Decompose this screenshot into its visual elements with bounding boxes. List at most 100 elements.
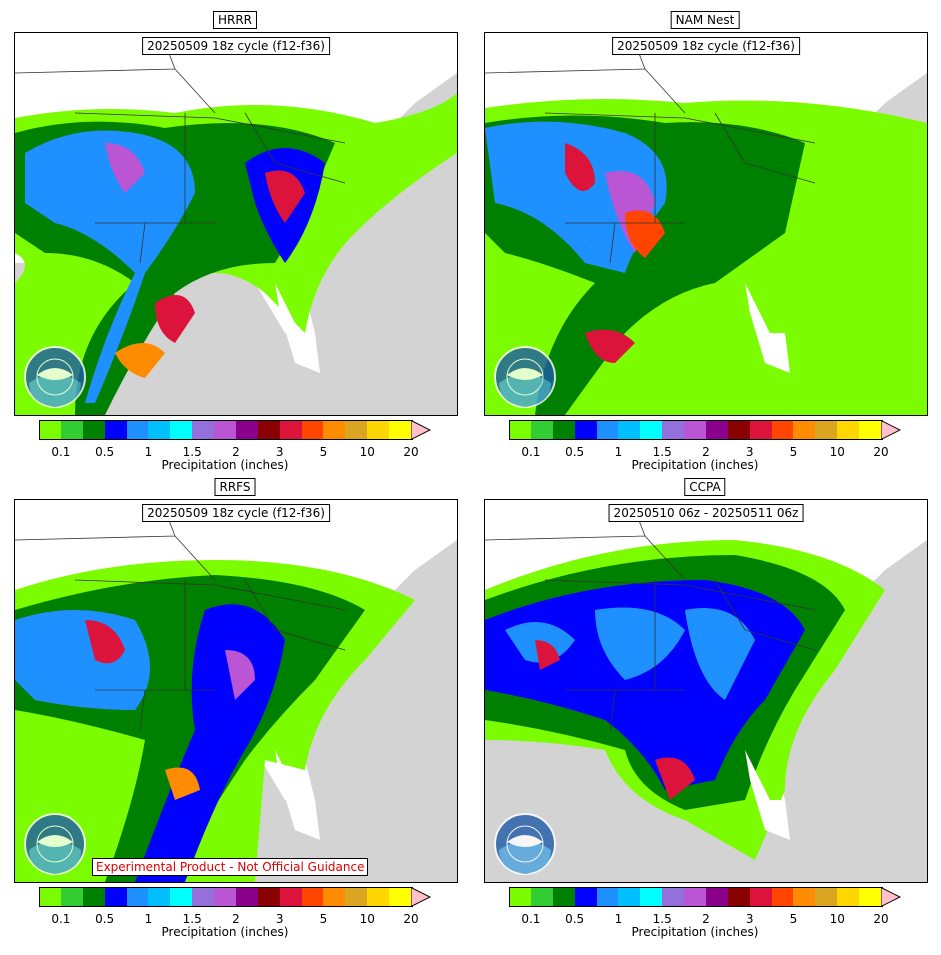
- colorbar-tick-label: 1.5: [652, 912, 672, 926]
- colorbar-segment: [389, 420, 412, 440]
- colorbar-segment: [815, 420, 838, 440]
- colorbar-segment: [618, 420, 641, 440]
- colorbar-segment: [727, 420, 751, 440]
- colorbar-tick-label: 5: [319, 445, 328, 459]
- colorbar-segment: [192, 887, 215, 907]
- colorbar-tick-label: 2: [702, 445, 710, 459]
- colorbar-label: Precipitation (inches): [161, 458, 289, 472]
- map-graphic: [15, 33, 457, 415]
- noaa-logo: [24, 346, 86, 408]
- panel-title: NAM Nest: [670, 11, 740, 29]
- colorbar-segment: [793, 887, 816, 907]
- map-graphic: [485, 500, 927, 882]
- colorbar-segment: [279, 887, 303, 907]
- noaa-logo: [494, 346, 556, 408]
- colorbar-segment: [301, 887, 324, 907]
- colorbar-segment: [596, 887, 619, 907]
- colorbar-segment: [214, 420, 237, 440]
- colorbar-tick-label: 20: [873, 912, 889, 926]
- colorbar-segment: [257, 420, 281, 440]
- colorbar-segment: [662, 887, 685, 907]
- colorbar-segment: [235, 887, 259, 907]
- colorbar-tick-label: 1: [144, 912, 153, 926]
- colorbar-tick-label: 1: [144, 445, 153, 459]
- colorbar-segment: [170, 420, 193, 440]
- colorbar-segment: [192, 420, 215, 440]
- panel-ccpa: CCPA 20250510 06z - 20250511 06z 0.1 0.5 1…: [470, 467, 940, 944]
- colorbar-segment: [793, 420, 816, 440]
- colorbar-tick-label: 3: [745, 912, 754, 926]
- colorbar-label: Precipitation (inches): [631, 925, 759, 939]
- colorbar-segment: [749, 887, 773, 907]
- colorbar-tick-label: 5: [789, 912, 798, 926]
- noaa-logo: [24, 813, 86, 875]
- precip-map: 20250510 06z - 20250511 06z: [484, 499, 928, 883]
- colorbar-segment: [771, 887, 794, 907]
- colorbar-tick-label: 5: [789, 445, 798, 459]
- colorbar-segment: [684, 887, 707, 907]
- colorbar-segment: [126, 887, 149, 907]
- colorbar-segment: [727, 887, 751, 907]
- colorbar-tick-label: 20: [403, 912, 419, 926]
- colorbar-overflow-arrow: [881, 420, 901, 440]
- colorbar-tick-label: 0.1: [51, 912, 71, 926]
- colorbar-tick-label: 5: [319, 912, 328, 926]
- panel-title: HRRR: [212, 11, 258, 29]
- colorbar-tick-label: 20: [403, 445, 419, 459]
- colorbar-segment: [640, 887, 663, 907]
- colorbar-label: Precipitation (inches): [161, 925, 289, 939]
- map-graphic: [15, 500, 457, 882]
- precip-map: 20250509 18z cycle (f12-f36) Experimenta…: [14, 499, 458, 883]
- colorbar-border: [39, 887, 413, 907]
- colorbar-segment: [82, 420, 106, 440]
- colorbar-tick-label: 0.5: [95, 445, 115, 459]
- panel-title: CCPA: [684, 478, 726, 496]
- colorbar-segment: [367, 420, 390, 440]
- colorbar-tick-label: 2: [702, 912, 710, 926]
- colorbar: [39, 420, 439, 440]
- colorbar-tick-label: 1.5: [182, 445, 202, 459]
- colorbar-segment: [859, 420, 882, 440]
- colorbar-segment: [684, 420, 707, 440]
- colorbar-segment: [301, 420, 324, 440]
- panel-hrrr: HRRR 20250509 18z cycle (f12-f36) 0.1 0.5…: [0, 0, 470, 477]
- colorbar-tick-label: 1: [614, 445, 623, 459]
- colorbar-tick-label: 2: [232, 445, 240, 459]
- panel-rrfs: RRFS 20250509 18z cycle (f12-f36) Experi…: [0, 467, 470, 944]
- colorbar-overflow-arrow: [411, 887, 431, 907]
- colorbar-tick-label: 3: [745, 445, 754, 459]
- colorbar-tick-label: 0.5: [565, 445, 585, 459]
- colorbar-segment: [705, 420, 729, 440]
- colorbar-segment: [749, 420, 773, 440]
- colorbar-segment: [323, 420, 346, 440]
- colorbar-tick-label: 1.5: [652, 445, 672, 459]
- colorbar-tick-label: 3: [275, 445, 284, 459]
- colorbar-segment: [705, 887, 729, 907]
- colorbar-segment: [367, 887, 390, 907]
- colorbar-segment: [148, 887, 171, 907]
- precip-map: 20250509 18z cycle (f12-f36): [14, 32, 458, 416]
- map-graphic: [485, 33, 927, 415]
- colorbar-segment: [815, 887, 838, 907]
- colorbar-segment: [530, 887, 554, 907]
- colorbar-tick-label: 0.1: [51, 445, 71, 459]
- colorbar-border: [509, 420, 883, 440]
- colorbar-tick-label: 0.5: [565, 912, 585, 926]
- colorbar-segment: [60, 887, 84, 907]
- colorbar-tick-label: 0.5: [95, 912, 115, 926]
- colorbar-segment: [148, 420, 171, 440]
- cycle-label: 20250509 18z cycle (f12-f36): [142, 37, 330, 55]
- cycle-label: 20250510 06z - 20250511 06z: [608, 504, 804, 522]
- colorbar-segment: [859, 887, 882, 907]
- colorbar-label: Precipitation (inches): [631, 458, 759, 472]
- colorbar-segment: [126, 420, 149, 440]
- colorbar-segment: [509, 887, 532, 907]
- colorbar-segment: [618, 887, 641, 907]
- colorbar-segment: [279, 420, 303, 440]
- cycle-label: 20250509 18z cycle (f12-f36): [612, 37, 800, 55]
- colorbar-segment: [235, 420, 259, 440]
- precip-map: 20250509 18z cycle (f12-f36): [484, 32, 928, 416]
- colorbar-segment: [345, 420, 368, 440]
- colorbar-segment: [640, 420, 663, 440]
- colorbar-segment: [837, 420, 860, 440]
